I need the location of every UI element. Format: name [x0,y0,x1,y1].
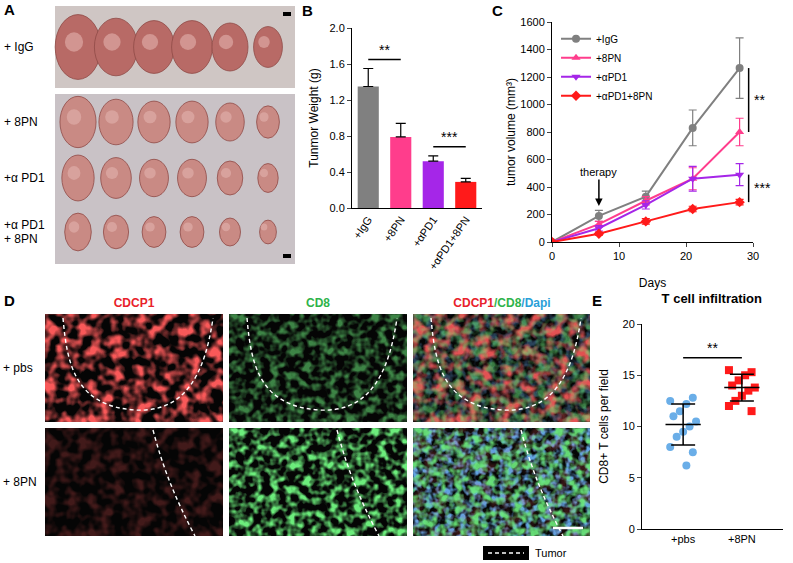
svg-text:10: 10 [623,420,635,432]
svg-text:+αPD1: +αPD1 [410,214,439,249]
svg-text:tumor volume (mm³): tumor volume (mm³) [504,78,518,186]
svg-text:1200: 1200 [520,71,544,83]
svg-text:D: D [4,292,15,309]
svg-text:therapy: therapy [580,166,617,178]
svg-text:***: *** [441,129,458,145]
svg-text:***: *** [754,180,771,196]
svg-text:+IgG: +IgG [351,214,375,241]
svg-text:200: 200 [526,208,544,220]
svg-text:CDCP1/CD8/Dapi: CDCP1/CD8/Dapi [453,296,550,310]
svg-text:+8PN: +8PN [596,53,621,64]
svg-text:Tunmor Weight (g): Tunmor Weight (g) [307,68,321,167]
svg-text:20: 20 [623,318,635,330]
svg-text:0.0: 0.0 [330,202,345,214]
svg-text:+ 8PN: + 8PN [4,115,38,129]
svg-text:T cell infiltration: T cell infiltration [662,291,762,306]
svg-text:0: 0 [539,236,545,248]
svg-text:CDCP1: CDCP1 [114,296,155,310]
svg-text:+αPD1+8PN: +αPD1+8PN [426,214,471,272]
svg-text:+pbs: +pbs [671,533,696,545]
svg-text:+αPD1: +αPD1 [596,72,628,83]
svg-text:Tumor: Tumor [535,547,567,559]
html-text:E: E [592,292,602,309]
svg-text:1000: 1000 [520,98,544,110]
svg-text:5: 5 [629,472,635,484]
svg-text:0: 0 [629,523,635,535]
svg-text:1.6: 1.6 [330,58,345,70]
svg-text:2.0: 2.0 [330,22,345,34]
html-text:C: C [492,2,503,19]
svg-text:20: 20 [680,250,692,262]
svg-text:30: 30 [747,250,759,262]
svg-text:**: ** [754,92,765,108]
svg-text:+8PN: +8PN [381,214,407,244]
svg-text:CD8: CD8 [306,296,330,310]
svg-text:400: 400 [526,181,544,193]
svg-text:+αPD1+8PN: +αPD1+8PN [596,91,652,102]
svg-text:+IgG: +IgG [596,34,618,45]
svg-text:1400: 1400 [520,43,544,55]
svg-text:+8PN: +8PN [728,533,756,545]
svg-text:A: A [4,1,15,18]
svg-text:CD8+ T cells per field: CD8+ T cells per field [597,369,611,484]
svg-text:**: ** [707,340,718,356]
svg-text:15: 15 [623,369,635,381]
svg-text:+ 8PN: + 8PN [3,475,37,489]
svg-text:800: 800 [526,126,544,138]
svg-text:10: 10 [613,250,625,262]
svg-text:**: ** [379,42,390,58]
svg-text:0: 0 [549,250,555,262]
svg-text:+ pbs: + pbs [3,361,33,375]
svg-text:+ IgG: + IgG [4,40,34,54]
html-text:B: B [302,2,313,19]
svg-text:0.4: 0.4 [330,166,345,178]
svg-text:+α PD1: +α PD1 [4,218,45,232]
svg-text:600: 600 [526,153,544,165]
svg-text:+α PD1: +α PD1 [4,171,45,185]
svg-text:1600: 1600 [520,16,544,28]
svg-text:0.8: 0.8 [330,130,345,142]
svg-text:1.2: 1.2 [330,94,345,106]
svg-text:+ 8PN: + 8PN [4,232,38,246]
svg-text:Days: Days [639,276,666,290]
